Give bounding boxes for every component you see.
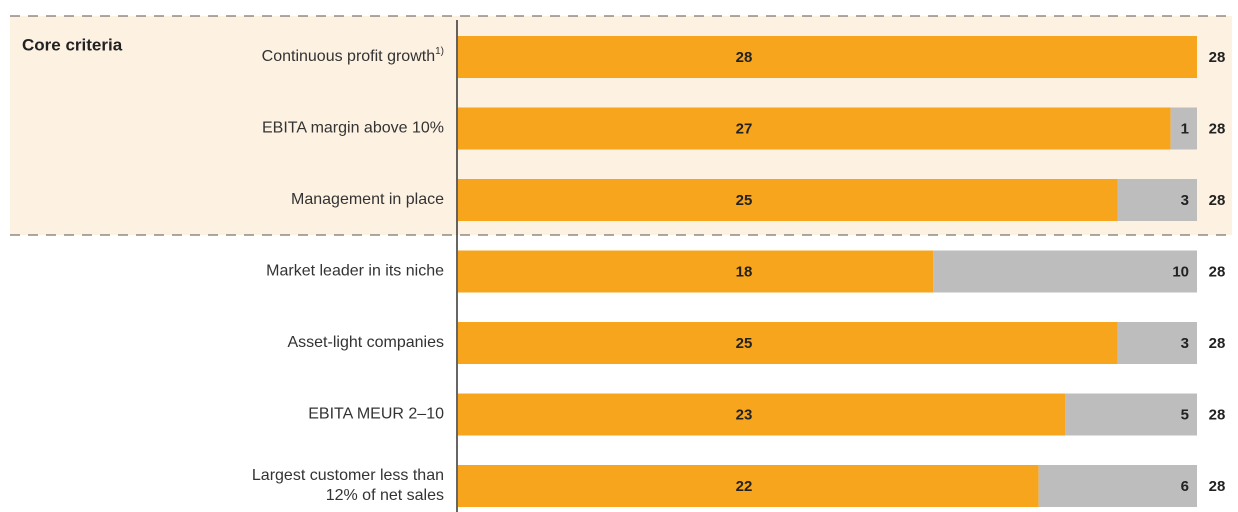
value-label: 25 [736, 192, 753, 209]
value-label: 22 [736, 478, 753, 495]
bar-segment [458, 36, 1197, 78]
group-label: Core criteria [22, 35, 123, 54]
category-text: Market leader in its niche [266, 263, 444, 280]
category-label: EBITA margin above 10% [262, 120, 444, 137]
footnote-mark: 1) [435, 46, 444, 57]
value-label: 25 [736, 335, 753, 352]
bar-segment [1038, 465, 1197, 507]
category-text: Continuous profit growth [262, 48, 435, 65]
category-text: EBITA margin above 10% [262, 120, 444, 137]
total-label: 28 [1209, 406, 1226, 423]
value-label: 27 [736, 120, 753, 137]
value-label: 10 [1172, 263, 1189, 280]
value-label: 5 [1181, 406, 1189, 423]
bar-segment [458, 393, 1066, 436]
category-label: Market leader in its niche [266, 263, 444, 280]
total-label: 28 [1209, 192, 1226, 209]
category-label: EBITA MEUR 2–10 [308, 406, 444, 423]
total-label: 28 [1209, 120, 1226, 137]
value-label: 18 [736, 263, 753, 280]
value-label: 6 [1181, 478, 1189, 495]
bar-segment [1170, 107, 1197, 150]
total-label: 28 [1209, 478, 1226, 495]
category-text: Management in place [291, 191, 444, 208]
value-label: 28 [736, 49, 753, 66]
value-label: 3 [1181, 192, 1189, 209]
category-text: EBITA MEUR 2–10 [308, 406, 444, 423]
category-label: Asset-light companies [287, 334, 444, 351]
bar-segment [458, 465, 1039, 507]
category-label: 12% of net sales [326, 487, 444, 504]
category-label: Management in place [291, 191, 444, 208]
bar-segment [1117, 179, 1197, 221]
value-label: 1 [1181, 120, 1189, 137]
total-label: 28 [1209, 263, 1226, 280]
category-label: Largest customer less than [252, 467, 444, 484]
total-label: 28 [1209, 49, 1226, 66]
bar-segment [458, 322, 1118, 364]
bar-segment [458, 107, 1171, 150]
category-label: Continuous profit growth1) [262, 46, 444, 66]
bar-segment [458, 250, 934, 293]
value-label: 23 [736, 406, 753, 423]
total-label: 28 [1209, 335, 1226, 352]
bar-segment [458, 179, 1118, 221]
bar-segment [933, 250, 1197, 293]
bar-segment [1117, 322, 1197, 364]
bar-segment [1065, 393, 1197, 436]
category-text: Asset-light companies [287, 334, 444, 351]
value-label: 3 [1181, 335, 1189, 352]
